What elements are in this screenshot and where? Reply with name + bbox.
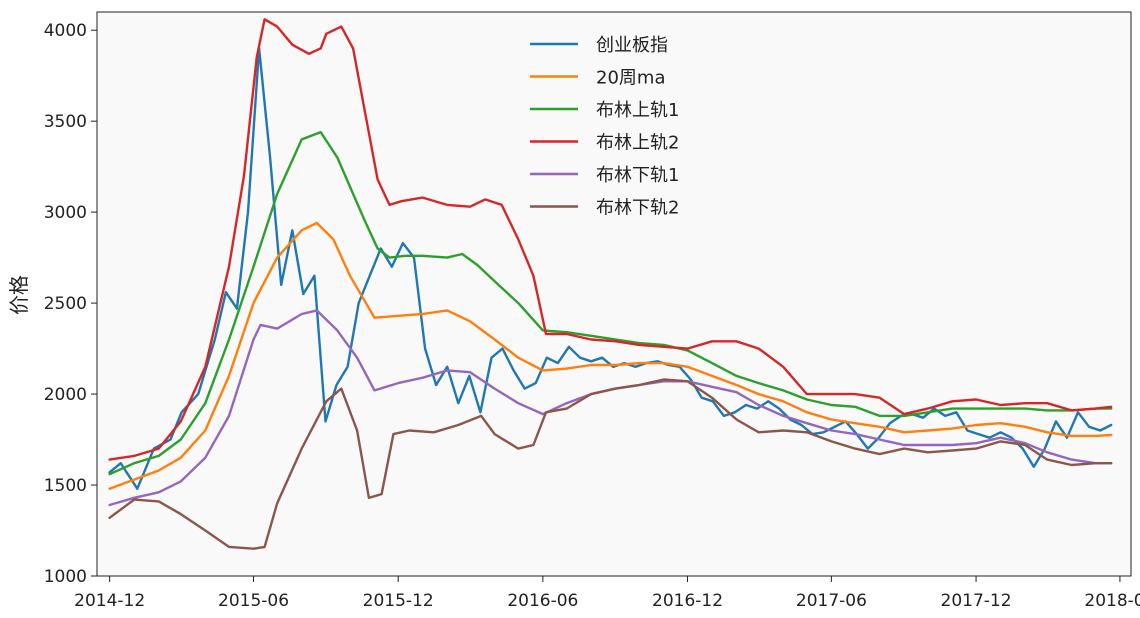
plot-area: [97, 12, 1131, 576]
x-tick-label: 2017-06: [796, 591, 867, 611]
legend-label: 布林下轨2: [596, 198, 679, 219]
legend-label: 创业板指: [596, 35, 668, 56]
y-tick-label: 3500: [44, 112, 87, 132]
plot-frame: [96, 11, 1132, 577]
x-tick-label: 2015-12: [363, 591, 434, 611]
x-tick-label: 2015-06: [218, 591, 289, 611]
legend-label: 20周ma: [596, 68, 665, 89]
series-line-3: [108, 130, 1113, 476]
y-tick-label: 3000: [44, 203, 87, 223]
y-tick-label: 2000: [44, 385, 87, 405]
y-axis: 1000 1500 2000 2500 3000 3500 4000: [44, 21, 97, 587]
y-tick-label: 2500: [44, 294, 87, 314]
y-tick-label: 4000: [44, 21, 87, 41]
series-line-6: [108, 378, 1113, 550]
series-line-4: [108, 18, 1113, 461]
x-axis: 2014-12 2015-06 2015-12 2016-06 2016-12 2017-…: [74, 576, 1140, 611]
y-axis-title: 价格: [7, 275, 31, 315]
legend: 创业板指 20周ma 布林上轨1 布林上轨2 布林下轨1 布林下轨2: [530, 35, 679, 219]
y-tick-label: 1500: [44, 476, 87, 496]
x-tick-label: 2014-12: [74, 591, 145, 611]
legend-label: 布林上轨2: [596, 133, 679, 154]
x-tick-label: 2016-12: [652, 591, 723, 611]
series-layer: [108, 18, 1113, 550]
series-line-2: [108, 221, 1113, 490]
y-tick-label: 1000: [44, 567, 87, 587]
x-tick-label: 2016-06: [507, 591, 578, 611]
x-tick-label: 2018-06: [1084, 591, 1140, 611]
x-tick-label: 2017-12: [941, 591, 1012, 611]
legend-label: 布林上轨1: [596, 100, 679, 121]
legend-label: 布林下轨1: [596, 165, 679, 186]
